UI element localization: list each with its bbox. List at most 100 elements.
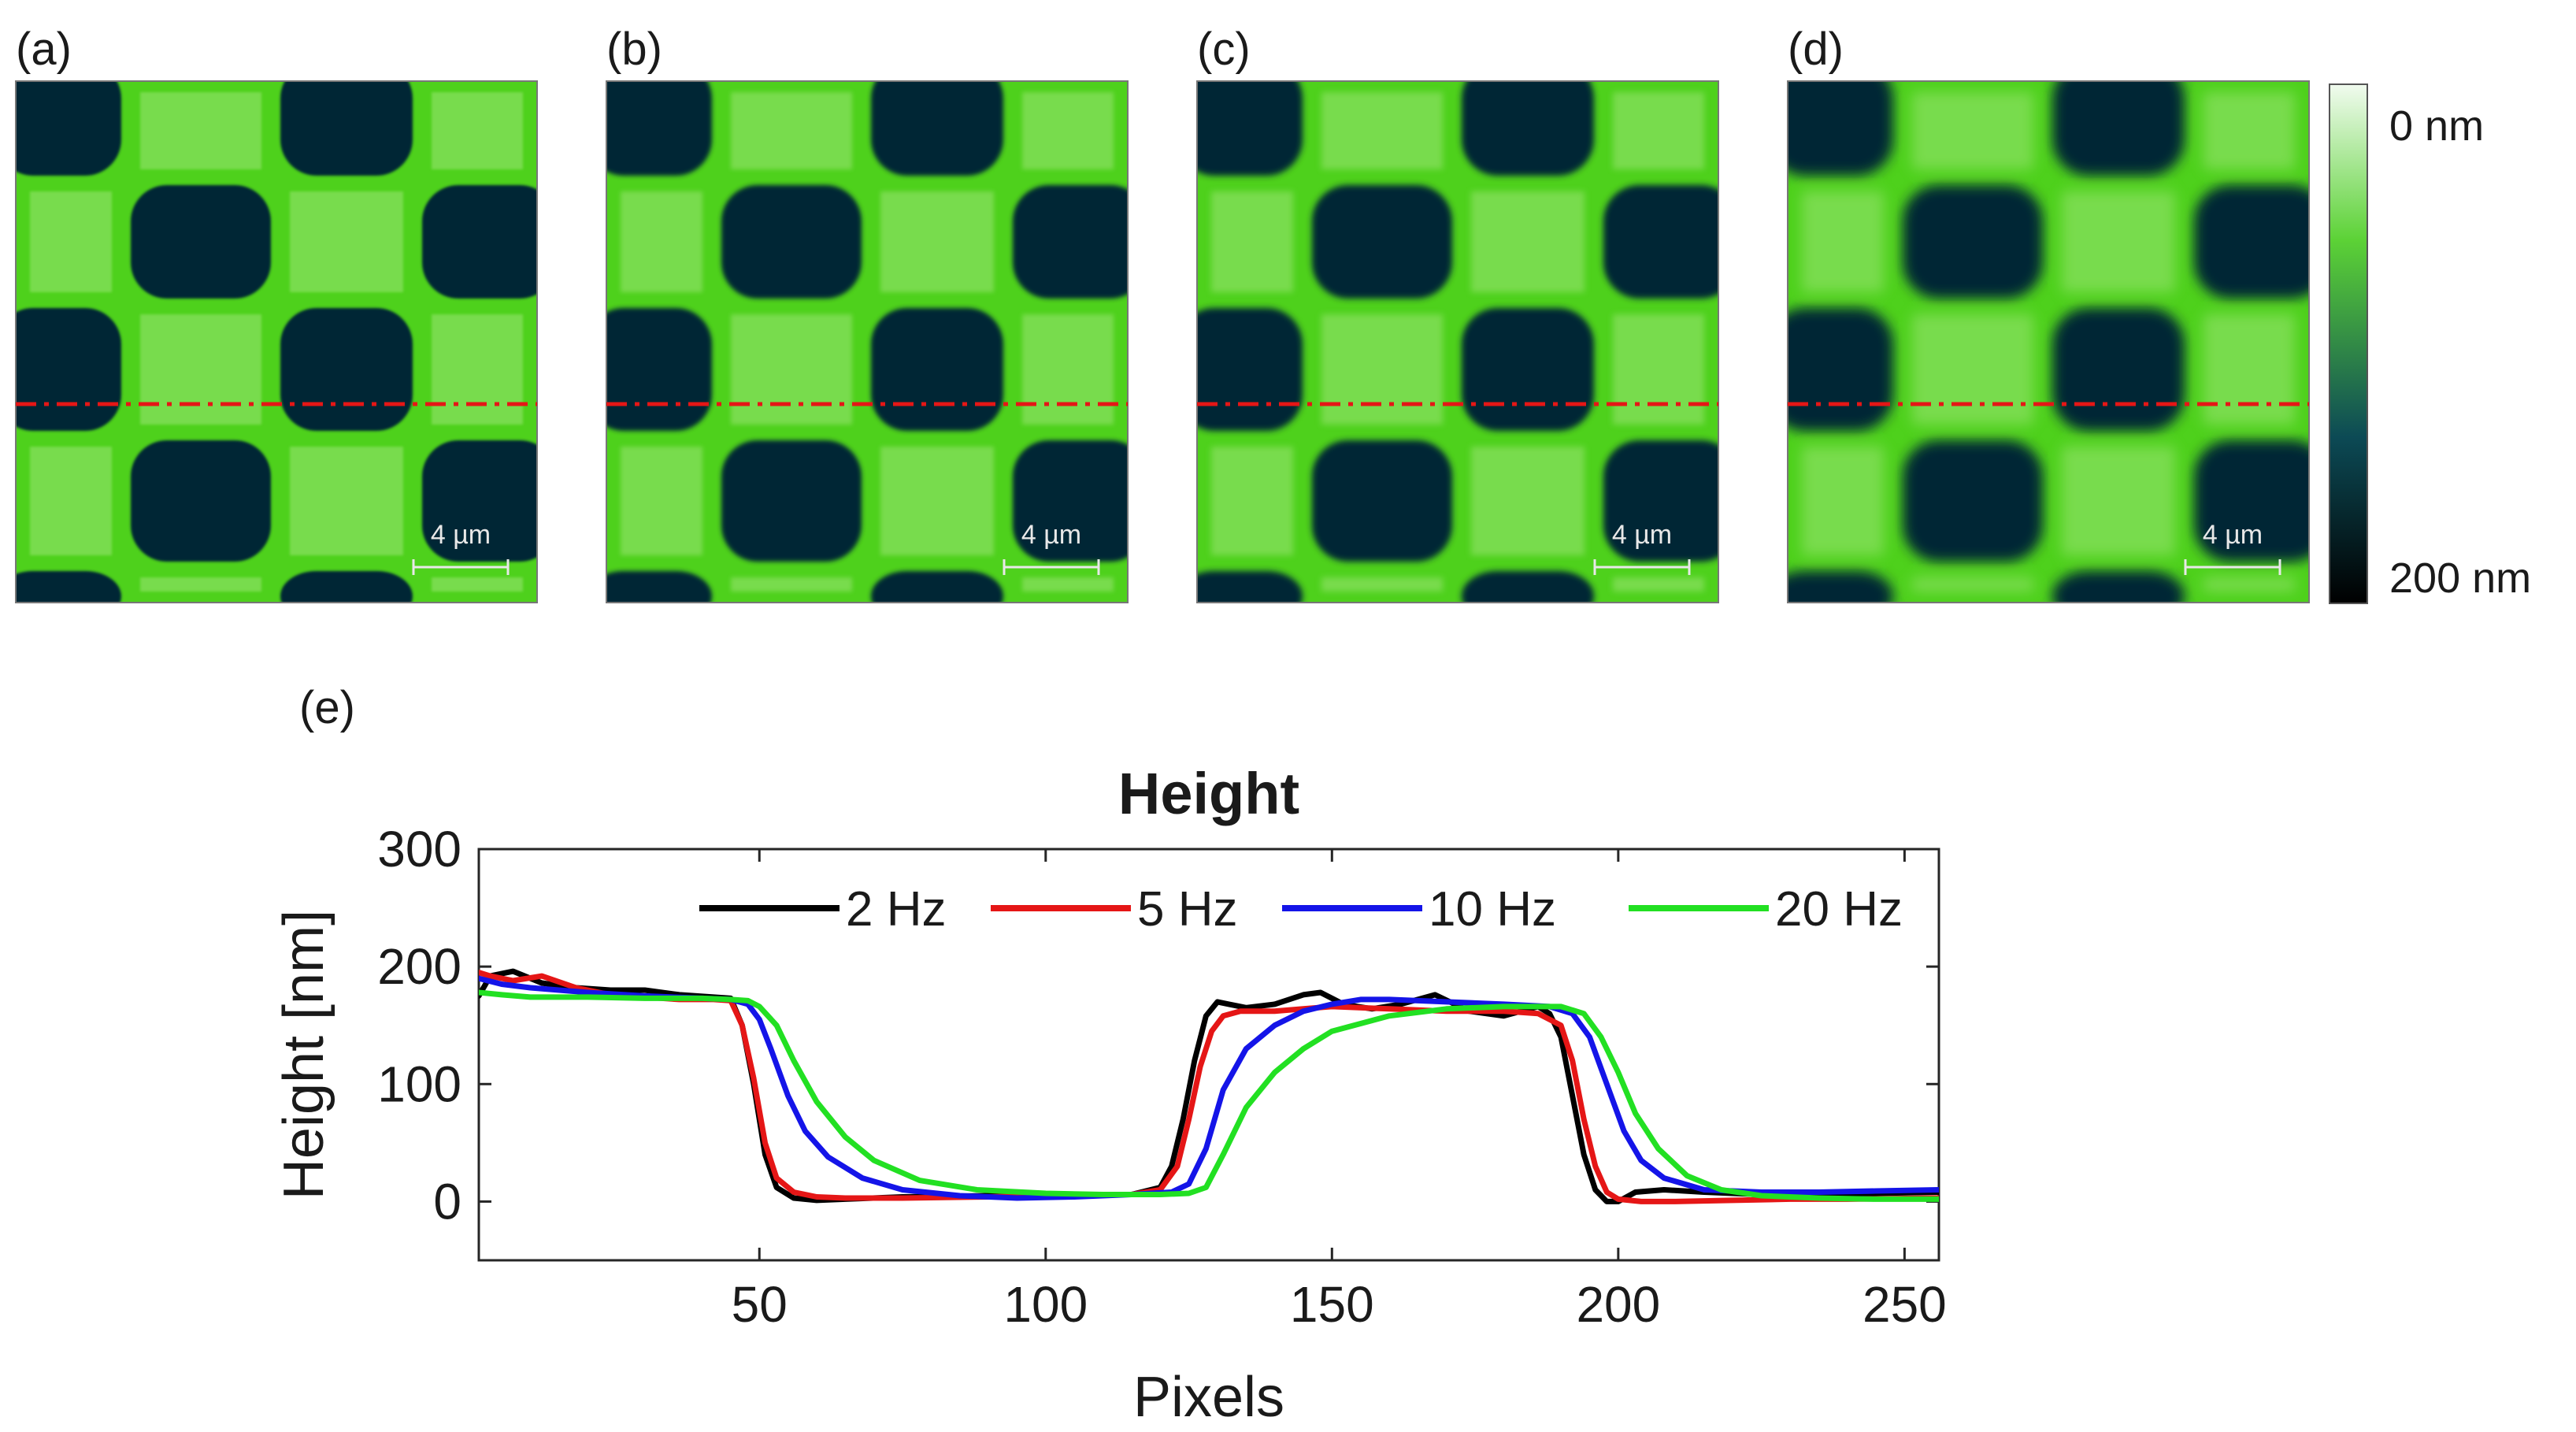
afm-etched-square — [1603, 185, 1718, 299]
afm-raised-square — [1802, 191, 1884, 292]
afm-raised-square — [1211, 191, 1293, 292]
series-line-10-hz — [479, 975, 1939, 1201]
afm-etched-square — [422, 440, 537, 562]
afm-etched-square — [1013, 185, 1128, 299]
afm-etched-square — [2052, 81, 2185, 176]
scale-bar-label: 4 µm — [431, 520, 491, 550]
afm-raised-square — [1912, 577, 2033, 592]
colorbar-bottom-label: 200 nm — [2389, 555, 2531, 602]
afm-etched-square — [606, 571, 712, 603]
afm-raised-square — [1321, 314, 1443, 425]
colorbar-top-label: 0 nm — [2389, 102, 2484, 150]
afm-etched-square — [1462, 81, 1594, 176]
afm-etched-square — [1462, 308, 1594, 431]
afm-panel-b: 4 µm (b) — [606, 24, 1129, 603]
y-axis-label: Height [nm] — [272, 910, 335, 1200]
scale-bar-label: 4 µm — [1021, 520, 1081, 550]
afm-etched-square — [2052, 571, 2185, 603]
legend-label: 20 Hz — [1775, 882, 1903, 937]
afm-etched-square — [871, 308, 1003, 431]
legend-label: 2 Hz — [846, 882, 946, 937]
colorbar: 0 nm 200 nm — [2329, 83, 2531, 604]
afm-raised-square — [1321, 92, 1443, 169]
afm-panel-c: 4 µm (c) — [1196, 24, 1719, 603]
afm-raised-square — [2062, 191, 2175, 292]
legend-label: 10 Hz — [1429, 882, 1556, 937]
afm-etched-square — [1903, 440, 2043, 562]
afm-raised-square — [2203, 577, 2295, 592]
afm-etched-square — [16, 308, 121, 431]
afm-panel-frame — [606, 80, 1129, 603]
afm-etched-square — [606, 308, 712, 431]
afm-panel-frame — [1787, 80, 2310, 603]
afm-etched-square — [1788, 571, 1893, 603]
afm-raised-square — [140, 314, 261, 425]
afm-raised-square — [1471, 191, 1585, 292]
afm-etched-square — [1312, 185, 1452, 299]
afm-raised-square — [880, 191, 994, 292]
afm-etched-square — [16, 81, 121, 176]
afm-etched-square — [1462, 571, 1594, 603]
afm-etched-square — [1603, 440, 1718, 562]
afm-raised-square — [731, 92, 852, 169]
afm-raised-square — [432, 577, 523, 592]
y-tick-label: 0 — [433, 1173, 461, 1230]
legend: 2 Hz 5 Hz 10 Hz 20 Hz — [699, 882, 1903, 937]
afm-raised-square — [1471, 447, 1585, 555]
x-tick-label: 100 — [1003, 1276, 1088, 1333]
afm-etched-square — [131, 185, 271, 299]
afm-raised-square — [290, 191, 403, 292]
afm-etched-square — [1197, 308, 1303, 431]
afm-raised-square — [1802, 447, 1884, 555]
chart-title: Height — [1118, 761, 1299, 826]
afm-etched-square — [422, 185, 537, 299]
afm-raised-square — [1022, 92, 1114, 169]
afm-panel-a: 4 µm (a) — [15, 24, 538, 603]
panel-label-a: (a) — [16, 24, 72, 75]
x-tick-label: 150 — [1290, 1276, 1374, 1333]
afm-etched-square — [16, 571, 121, 603]
afm-etched-square — [280, 571, 413, 603]
afm-raised-square — [432, 314, 523, 425]
afm-raised-square — [731, 314, 852, 425]
afm-etched-square — [131, 440, 271, 562]
afm-etched-square — [1788, 81, 1893, 176]
afm-panels: 4 µm (a) 4 µm (b) 4 µm (c) 4 µm (d) — [15, 24, 2310, 603]
afm-raised-square — [30, 447, 112, 555]
afm-raised-square — [2062, 447, 2175, 555]
afm-raised-square — [2203, 92, 2295, 169]
y-tick-label: 200 — [377, 938, 461, 995]
afm-raised-square — [1613, 577, 1704, 592]
afm-raised-square — [432, 92, 523, 169]
x-tick-label: 50 — [732, 1276, 788, 1333]
afm-panel-frame — [1196, 80, 1719, 603]
afm-raised-square — [1912, 92, 2033, 169]
scale-bar-label: 4 µm — [2203, 520, 2263, 550]
panel-label-e: (e) — [299, 682, 355, 733]
afm-etched-square — [280, 308, 413, 431]
afm-etched-square — [871, 81, 1003, 176]
afm-raised-square — [1613, 92, 1704, 169]
afm-raised-square — [621, 447, 702, 555]
legend-label: 5 Hz — [1137, 882, 1237, 937]
afm-raised-square — [880, 447, 994, 555]
afm-etched-square — [1312, 440, 1452, 562]
afm-etched-square — [280, 81, 413, 176]
afm-raised-square — [2203, 314, 2295, 425]
afm-panel-d: 4 µm (d) — [1787, 24, 2310, 603]
afm-etched-square — [1013, 440, 1128, 562]
afm-raised-square — [30, 191, 112, 292]
afm-panel-frame — [15, 80, 538, 603]
afm-raised-square — [140, 92, 261, 169]
afm-etched-square — [2052, 308, 2185, 431]
y-tick-label: 300 — [377, 821, 461, 877]
afm-raised-square — [1022, 577, 1114, 592]
afm-raised-square — [1211, 447, 1293, 555]
afm-etched-square — [2194, 440, 2309, 562]
afm-raised-square — [1321, 577, 1443, 592]
scale-bar-label: 4 µm — [1612, 520, 1672, 550]
panel-label-c: (c) — [1197, 24, 1251, 75]
panel-label-b: (b) — [606, 24, 662, 75]
afm-raised-square — [290, 447, 403, 555]
